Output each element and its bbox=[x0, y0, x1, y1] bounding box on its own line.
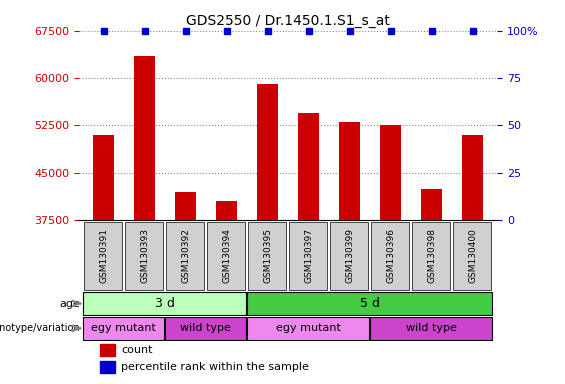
FancyBboxPatch shape bbox=[412, 222, 450, 290]
Bar bbox=[100, 344, 115, 356]
Text: GSM130398: GSM130398 bbox=[427, 228, 436, 283]
FancyBboxPatch shape bbox=[247, 317, 370, 339]
Text: GSM130400: GSM130400 bbox=[468, 228, 477, 283]
Text: wild type: wild type bbox=[180, 323, 231, 333]
Text: 3 d: 3 d bbox=[155, 297, 175, 310]
FancyBboxPatch shape bbox=[125, 222, 163, 290]
Text: GSM130393: GSM130393 bbox=[140, 228, 149, 283]
FancyBboxPatch shape bbox=[453, 222, 490, 290]
Text: GSM130394: GSM130394 bbox=[222, 228, 231, 283]
Text: GSM130397: GSM130397 bbox=[304, 228, 313, 283]
FancyBboxPatch shape bbox=[371, 222, 408, 290]
Text: GSM130399: GSM130399 bbox=[345, 228, 354, 283]
Text: wild type: wild type bbox=[406, 323, 457, 333]
Bar bbox=[380, 126, 401, 220]
FancyBboxPatch shape bbox=[166, 222, 204, 290]
Text: percentile rank within the sample: percentile rank within the sample bbox=[121, 362, 309, 372]
Bar bbox=[216, 201, 237, 220]
FancyBboxPatch shape bbox=[247, 292, 492, 315]
FancyBboxPatch shape bbox=[83, 317, 164, 339]
Text: GSM130395: GSM130395 bbox=[263, 228, 272, 283]
Bar bbox=[258, 84, 278, 220]
FancyBboxPatch shape bbox=[248, 222, 286, 290]
Text: GSM130392: GSM130392 bbox=[181, 228, 190, 283]
FancyBboxPatch shape bbox=[84, 222, 121, 290]
Bar bbox=[100, 361, 115, 373]
FancyBboxPatch shape bbox=[83, 292, 246, 315]
Title: GDS2550 / Dr.1450.1.S1_s_at: GDS2550 / Dr.1450.1.S1_s_at bbox=[186, 14, 390, 28]
Text: GSM130391: GSM130391 bbox=[99, 228, 108, 283]
Bar bbox=[175, 192, 196, 220]
FancyBboxPatch shape bbox=[370, 317, 492, 339]
Bar bbox=[421, 189, 442, 220]
Text: 5 d: 5 d bbox=[360, 297, 380, 310]
Bar bbox=[462, 135, 483, 220]
FancyBboxPatch shape bbox=[330, 222, 368, 290]
Text: age: age bbox=[59, 298, 80, 308]
Bar bbox=[93, 135, 114, 220]
Text: GSM130396: GSM130396 bbox=[386, 228, 395, 283]
Text: count: count bbox=[121, 345, 153, 355]
FancyBboxPatch shape bbox=[289, 222, 327, 290]
Bar bbox=[340, 122, 360, 220]
FancyBboxPatch shape bbox=[165, 317, 246, 339]
Bar bbox=[134, 56, 155, 220]
Text: egy mutant: egy mutant bbox=[276, 323, 341, 333]
Text: genotype/variation: genotype/variation bbox=[0, 323, 80, 333]
FancyBboxPatch shape bbox=[207, 222, 245, 290]
Bar bbox=[298, 113, 319, 220]
Text: egy mutant: egy mutant bbox=[92, 323, 156, 333]
